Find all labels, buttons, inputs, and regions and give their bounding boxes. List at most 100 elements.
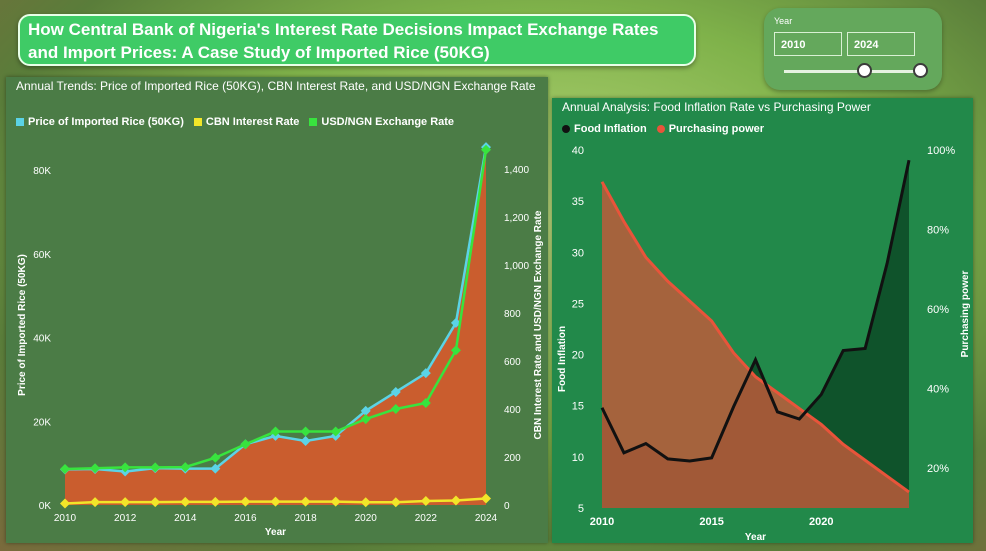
data-point (300, 435, 311, 446)
data-point (60, 464, 70, 474)
y2-tick-label: 400 (504, 405, 521, 416)
y2-tick-label: 20% (927, 463, 949, 475)
data-point (390, 497, 401, 508)
x-tick-label: 2010 (54, 513, 77, 524)
data-point (150, 462, 161, 473)
legend-marker-icon (309, 118, 318, 126)
y-axis-label: Food Inflation (557, 326, 568, 392)
rice-price-area (65, 147, 486, 505)
annual-trends-panel: Annual Trends: Price of Imported Rice (5… (6, 77, 548, 543)
y-tick-label: 35 (572, 196, 584, 208)
data-point (450, 345, 461, 356)
data-point (60, 498, 70, 509)
data-point (300, 496, 311, 507)
data-point (180, 462, 191, 473)
y2-tick-label: 0 (504, 501, 510, 512)
data-point (390, 386, 401, 397)
x-tick-label: 2024 (475, 513, 498, 524)
data-point (180, 496, 191, 507)
chart-title: Annual Analysis: Food Inflation Rate vs … (562, 100, 871, 114)
data-point (330, 426, 341, 437)
x-tick-label: 2012 (114, 513, 137, 524)
slider-track[interactable] (784, 70, 924, 73)
y-tick-label: 60K (33, 250, 51, 261)
y2-tick-label: 1,000 (504, 261, 529, 272)
data-point (210, 452, 221, 463)
slider-end-handle[interactable] (913, 63, 928, 78)
x-tick-label: 2018 (294, 513, 317, 524)
data-point (481, 144, 491, 155)
data-point (270, 496, 281, 507)
y-tick-label: 80K (33, 166, 51, 177)
y2-tick-label: 80% (927, 225, 949, 237)
chart-legend: Food Inflation Purchasing power (562, 123, 764, 135)
legend-item[interactable]: Purchasing power (656, 123, 764, 135)
data-point (330, 496, 341, 507)
legend-marker-icon (656, 125, 665, 133)
y-tick-label: 0K (39, 501, 52, 512)
inflation-chart-svg: 5 10 15 20 25 30 35 40 20% 40% 60% 80% 100% 2010 2015 2… (557, 145, 971, 543)
y2-tick-label: 1,200 (504, 213, 529, 224)
y2-tick-label: 600 (504, 357, 521, 368)
legend-marker-icon (193, 118, 202, 126)
data-point (240, 496, 251, 507)
year-slicer[interactable]: Year 2010 2024 (764, 8, 942, 90)
y2-tick-label: 1,400 (504, 165, 529, 176)
y-tick-label: 40 (572, 145, 584, 157)
data-point (390, 404, 401, 414)
legend-item[interactable]: Food Inflation (562, 123, 647, 135)
purchasing-power-line (600, 181, 910, 494)
y-tick-label: 5 (578, 503, 584, 515)
x-axis-label: Year (745, 532, 766, 543)
data-point (481, 493, 491, 504)
chart-legend: Price of Imported Rice (50KG) CBN Intere… (16, 116, 454, 128)
data-point (420, 496, 431, 507)
y2-tick-label: 200 (504, 453, 521, 464)
y-tick-label: 20K (33, 417, 51, 428)
y-tick-label: 15 (572, 401, 584, 413)
y-tick-label: 30 (572, 247, 584, 259)
x-tick-label: 2016 (234, 513, 257, 524)
slider-start-handle[interactable] (857, 63, 872, 78)
y2-axis-label: Purchasing power (960, 271, 971, 358)
x-axis-label: Year (265, 527, 286, 538)
food-inflation-line (600, 159, 911, 463)
y-tick-label: 40K (33, 334, 51, 345)
legend-item[interactable]: Price of Imported Rice (50KG) (16, 116, 184, 128)
data-point (120, 497, 131, 508)
year-from-input[interactable]: 2010 (774, 32, 842, 56)
data-point (360, 414, 371, 425)
chart-title: Annual Trends: Price of Imported Rice (5… (16, 79, 536, 93)
legend-marker-icon (16, 118, 24, 126)
data-point (300, 426, 311, 437)
data-point (360, 405, 371, 416)
x-tick-label: 2015 (699, 516, 723, 528)
year-to-input[interactable]: 2024 (847, 32, 915, 56)
data-point (450, 495, 461, 506)
x-tick-label: 2020 (809, 516, 833, 528)
data-point (420, 398, 431, 408)
legend-marker-icon (562, 125, 570, 133)
y2-tick-label: 800 (504, 309, 521, 320)
x-tick-label: 2010 (590, 516, 614, 528)
x-tick-label: 2020 (355, 513, 378, 524)
food-inflation-panel: Annual Analysis: Food Inflation Rate vs … (552, 98, 973, 543)
y-tick-label: 20 (572, 350, 584, 362)
y-tick-label: 25 (572, 298, 584, 310)
data-point (150, 497, 161, 508)
y2-tick-label: 100% (927, 145, 955, 157)
legend-item[interactable]: USD/NGN Exchange Rate (309, 116, 454, 128)
data-point (210, 463, 221, 474)
data-point (270, 426, 281, 437)
trends-chart-svg: 0K 20K 40K 60K 80K 0 200 400 600 800 1,000 1,200 1,4… (17, 142, 544, 538)
y-axis-label: Price of Imported Rice (50KG) (17, 254, 28, 396)
data-point (210, 496, 221, 507)
purchasing-power-area (602, 181, 909, 509)
legend-item[interactable]: CBN Interest Rate (193, 116, 299, 128)
y2-tick-label: 60% (927, 304, 949, 316)
slicer-label: Year (774, 16, 793, 26)
dashboard-title: How Central Bank of Nigeria's Interest R… (18, 14, 696, 66)
data-point (90, 463, 101, 474)
data-point (420, 368, 431, 379)
y2-axis-label: CBN Interest Rate and USD/NGN Exchange R… (533, 210, 544, 439)
